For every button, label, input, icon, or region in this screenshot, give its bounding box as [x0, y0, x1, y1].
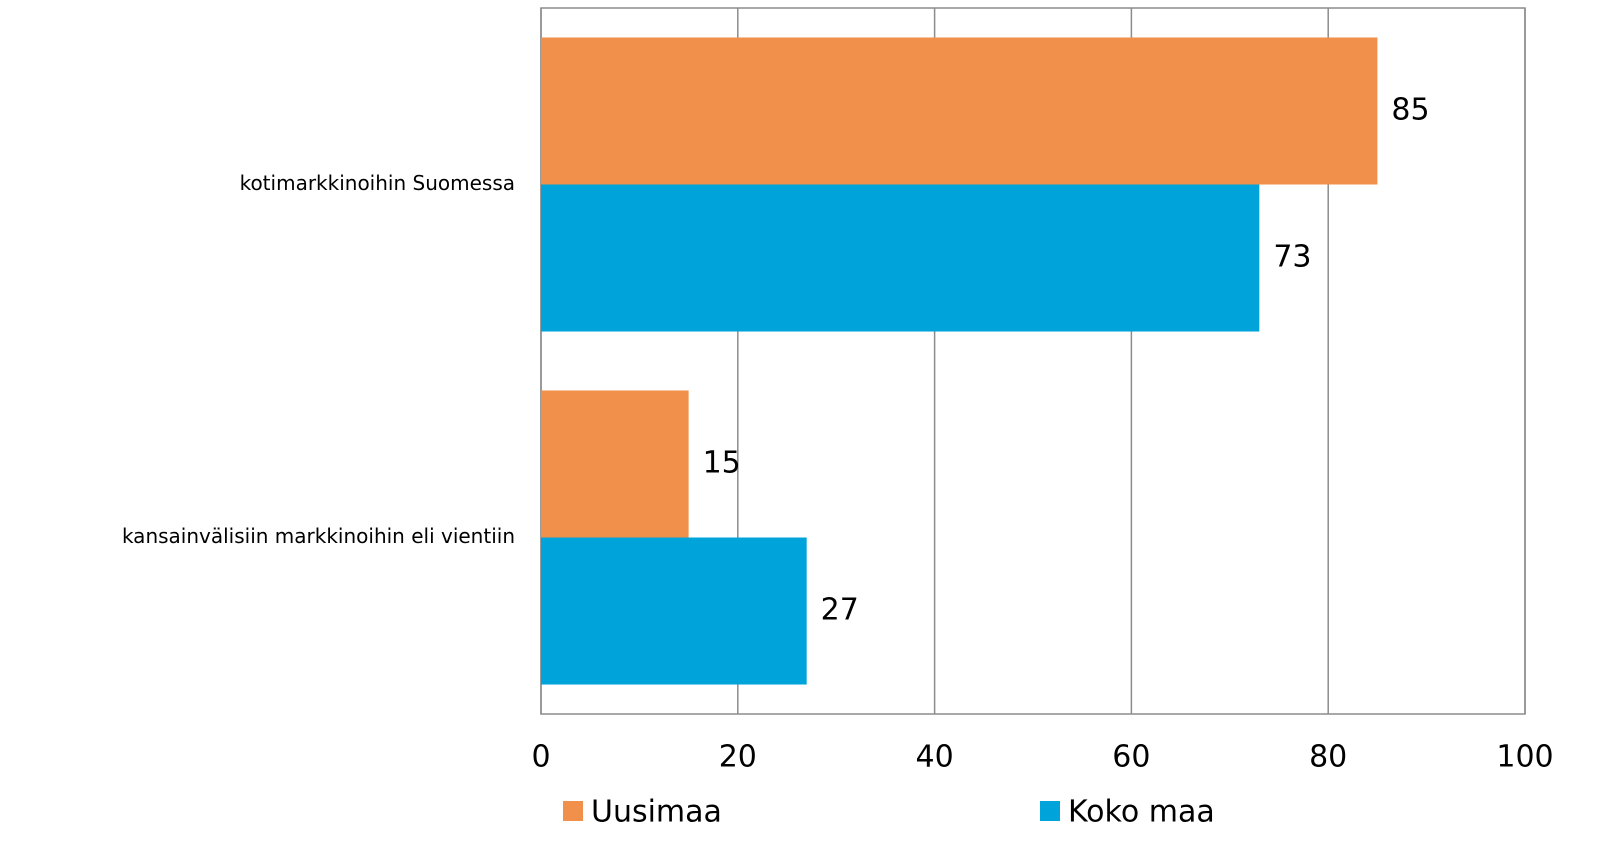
data-label: 27: [821, 593, 859, 628]
legend-label: Koko maa: [1068, 795, 1215, 830]
x-tick-label: 0: [531, 740, 550, 775]
y-tick-label: kotimarkkinoihin Suomessa: [240, 171, 515, 195]
x-tick-label: 80: [1309, 740, 1347, 775]
bar: [541, 537, 807, 685]
x-tick-label: 40: [916, 740, 954, 775]
x-tick-label: 60: [1112, 740, 1150, 775]
data-label: 73: [1273, 240, 1311, 275]
y-tick-label: kansainvälisiin markkinoihin eli vientii…: [122, 524, 515, 548]
legend-swatch: [563, 801, 583, 821]
legend-swatch: [1040, 801, 1060, 821]
data-label: 85: [1391, 92, 1429, 127]
x-tick-label: 20: [719, 740, 757, 775]
bar: [541, 390, 689, 538]
bar: [541, 37, 1378, 185]
bar: [541, 184, 1260, 332]
legend-label: Uusimaa: [591, 795, 722, 830]
x-tick-label: 100: [1496, 740, 1553, 775]
data-label: 15: [703, 445, 741, 480]
plot-border: [540, 7, 1526, 715]
